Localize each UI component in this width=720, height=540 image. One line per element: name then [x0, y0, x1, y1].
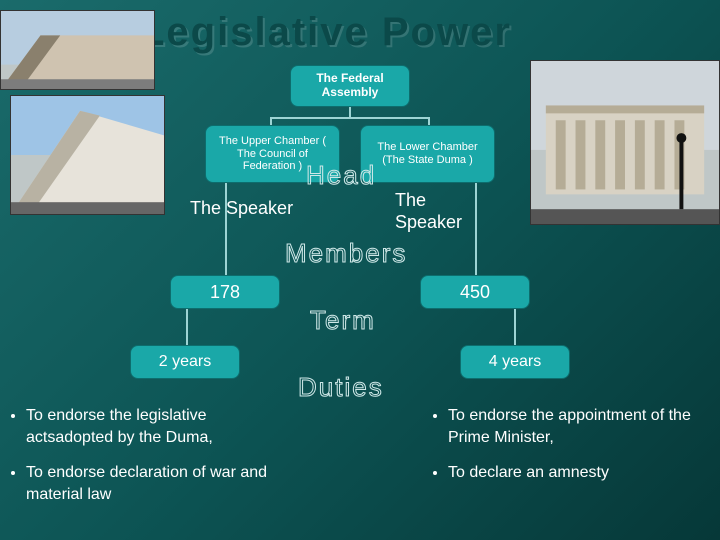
label-members: Members — [285, 238, 407, 269]
edge — [428, 117, 430, 125]
node-lower-chamber: The Lower Chamber (The State Duma ) — [360, 125, 495, 183]
edge — [270, 117, 272, 125]
slide-title: Legislative Power — [140, 10, 512, 55]
edge — [475, 183, 477, 275]
duties-left-list: To endorse the legislative actsadopted b… — [8, 405, 288, 519]
photo-top-left — [0, 10, 155, 90]
edge — [270, 117, 430, 119]
edge — [186, 309, 188, 345]
node-members-upper: 178 — [170, 275, 280, 309]
speaker-right: The Speaker — [395, 190, 475, 233]
node-term-lower: 4 years — [460, 345, 570, 379]
duty-right-0: To endorse the appointment of the Prime … — [448, 405, 720, 448]
duties-right-list: To endorse the appointment of the Prime … — [430, 405, 720, 498]
speaker-left: The Speaker — [190, 198, 293, 219]
duty-left-0: To endorse the legislative actsadopted b… — [26, 405, 288, 448]
duty-left-1: To endorse declaration of war and materi… — [26, 462, 288, 505]
node-term-upper: 2 years — [130, 345, 240, 379]
edge — [349, 107, 351, 117]
node-members-lower: 450 — [420, 275, 530, 309]
edge — [514, 309, 516, 345]
label-term: Term — [310, 305, 376, 336]
edge — [225, 183, 227, 275]
photo-right — [530, 60, 720, 225]
label-duties: Duties — [298, 372, 384, 403]
label-head: Head — [306, 160, 376, 191]
node-root: The Federal Assembly — [290, 65, 410, 107]
duty-right-1: To declare an amnesty — [448, 462, 720, 484]
photo-mid-left — [10, 95, 165, 215]
